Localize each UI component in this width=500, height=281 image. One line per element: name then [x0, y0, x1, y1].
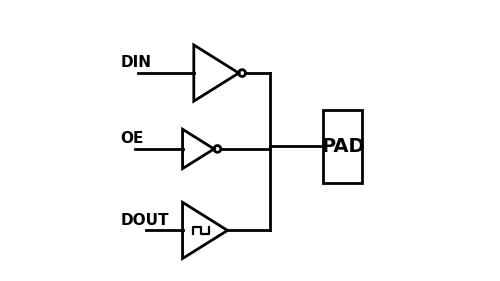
- FancyBboxPatch shape: [323, 110, 362, 183]
- Text: PAD: PAD: [321, 137, 364, 156]
- Text: DOUT: DOUT: [120, 213, 169, 228]
- Text: OE: OE: [120, 131, 144, 146]
- Text: DIN: DIN: [120, 55, 152, 70]
